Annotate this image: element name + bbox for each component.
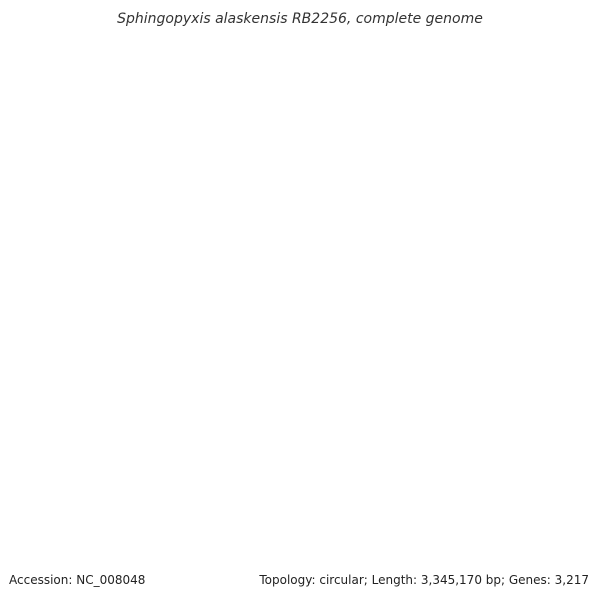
map-title: Sphingopyxis alaskensis RB2256, complete…: [117, 11, 483, 27]
topology-text: Topology: circular; Length: 3,345,170 bp…: [259, 573, 589, 587]
accession-text: Accession: NC_008048: [9, 573, 146, 587]
